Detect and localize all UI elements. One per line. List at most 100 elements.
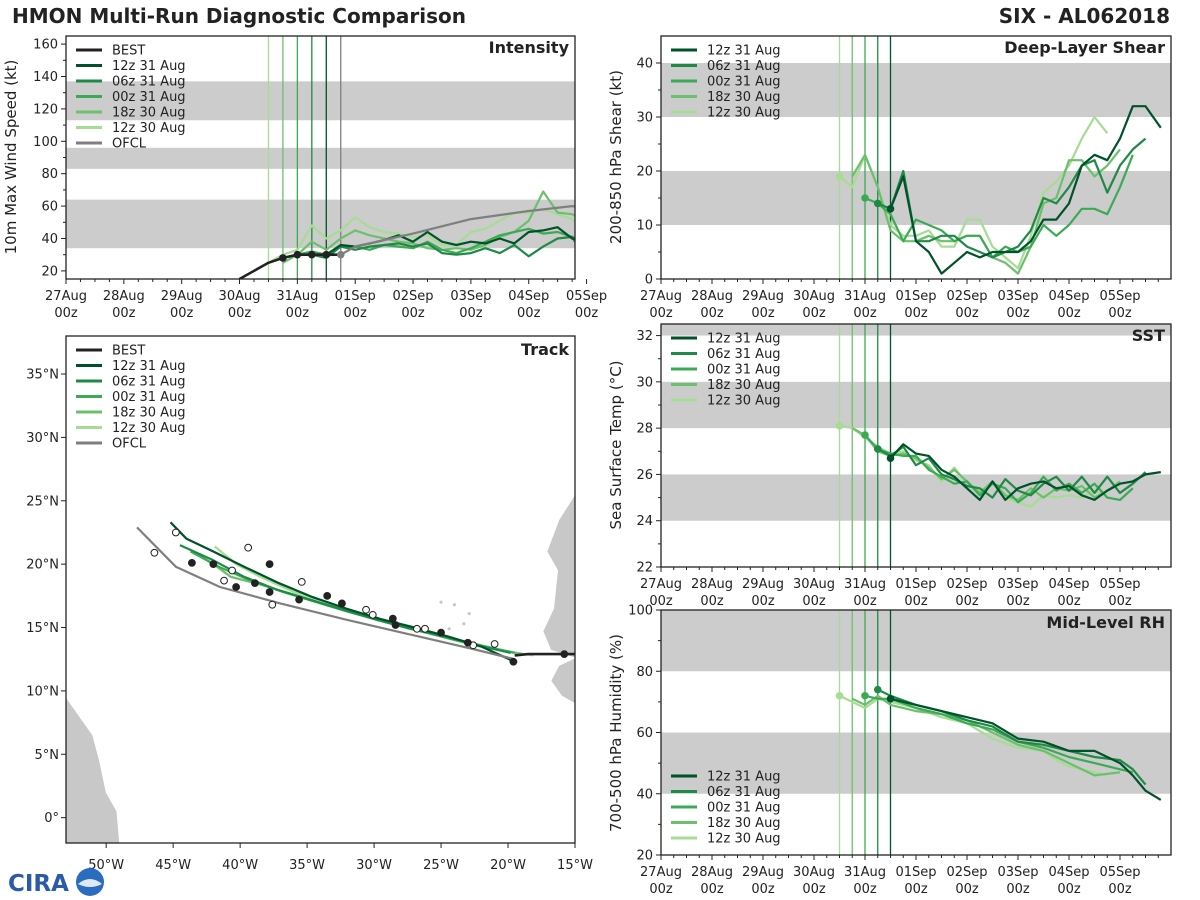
intensity-legend-label-4: 18z 30 Aug <box>112 106 186 121</box>
sst-legend-label-1: 06z 31 Aug <box>707 347 781 362</box>
rh-xtick-sublabel-5: 00z <box>904 882 928 897</box>
intensity-xtick-label-3: 30Aug <box>219 289 261 304</box>
track-marker-24 <box>391 621 400 629</box>
intensity-legend-label-3: 00z 31 Aug <box>112 90 186 105</box>
rh-ylabel: 700-500 hPa Humidity (%) <box>607 634 625 832</box>
rh-xtick-sublabel-3: 00z <box>802 882 826 897</box>
figure-title: HMON Multi-Run Diagnostic Comparison <box>12 4 466 28</box>
track-title: Track <box>521 340 569 359</box>
africa-land-0 <box>542 449 575 659</box>
shear-xtick-label-6: 02Sep <box>946 289 987 304</box>
intensity-xtick-sublabel-3: 00z <box>228 306 252 321</box>
track-xtick-label-1: 45°W <box>155 858 191 873</box>
shear-legend-label-2: 00z 31 Aug <box>707 75 781 90</box>
track-panel: 50°W 45°W 40°W 35°W 30°W 25°W 20°W 15°W 0° 5°N 10°… <box>26 335 593 873</box>
intensity-xtick-sublabel-6: 00z <box>401 306 425 321</box>
track-legend-label-5: 12z 30 Aug <box>112 421 186 436</box>
shear-panel: 0 10 20 30 40 27Aug 00z 28Aug 00z 29Aug 00z 30Aug 00… <box>607 35 1172 321</box>
intensity-band-0 <box>66 199 575 249</box>
track-xtick-label-4: 30°W <box>356 858 392 873</box>
rh-xtick-sublabel-8: 00z <box>1057 882 1081 897</box>
africa-land-1 <box>550 657 575 704</box>
shear-xtick-label-9: 05Sep <box>1099 289 1140 304</box>
shear-series-12z-31-aug <box>889 105 1162 275</box>
sst-plot-area <box>661 324 1171 567</box>
shear-legend-label-4: 12z 30 Aug <box>707 106 781 121</box>
track-ytick-label-1: 5°N <box>35 748 60 763</box>
sst-ytick-label-2: 26 <box>636 468 653 483</box>
shear-xtick-sublabel-1: 00z <box>700 306 724 321</box>
track-marker-21 <box>232 583 241 591</box>
track-legend-label-0: BEST <box>112 344 145 359</box>
intensity-ytick-label-4: 100 <box>33 135 58 150</box>
shear-xtick-sublabel-5: 00z <box>904 306 928 321</box>
rh-xtick-sublabel-6: 00z <box>955 882 979 897</box>
sst-marker-0 <box>835 422 844 430</box>
intensity-xtick-sublabel-0: 00z <box>54 306 78 321</box>
shear-xtick-sublabel-4: 00z <box>853 306 877 321</box>
track-marker-8 <box>323 591 332 600</box>
rh-band-0 <box>661 732 1171 794</box>
track-xtick-label-7: 15°W <box>557 858 593 873</box>
track-marker-11 <box>250 579 259 588</box>
intensity-xtick-sublabel-8: 00z <box>517 306 541 321</box>
sst-xtick-sublabel-1: 00z <box>700 594 724 609</box>
sst-xtick-sublabel-0: 00z <box>649 594 673 609</box>
shear-marker-2 <box>873 199 882 208</box>
sst-legend-label-0: 12z 31 Aug <box>707 332 781 347</box>
track-marker-1 <box>509 657 518 666</box>
rh-title: Mid-Level RH <box>1046 613 1165 632</box>
track-legend-label-4: 18z 30 Aug <box>112 406 186 421</box>
intensity-marker-4 <box>336 250 345 259</box>
track-marker-23 <box>368 610 377 619</box>
sst-xtick-sublabel-8: 00z <box>1057 594 1081 609</box>
sst-ylabel: Sea Surface Temp (°C) <box>607 360 625 529</box>
rh-ytick-label-1: 40 <box>636 787 653 802</box>
sst-marker-2 <box>873 445 882 453</box>
track-legend-label-1: 12z 31 Aug <box>112 359 186 374</box>
track-legend-label-2: 06z 31 Aug <box>112 375 186 390</box>
shear-xtick-label-2: 29Aug <box>742 289 784 304</box>
shear-band-1 <box>661 63 1171 117</box>
rh-marker-3 <box>886 695 895 703</box>
track-legend-label-3: 00z 31 Aug <box>112 390 186 405</box>
intensity-series-06z-31-aug <box>311 235 575 259</box>
rh-ytick-label-4: 100 <box>628 604 653 619</box>
sst-xtick-label-0: 27Aug <box>640 577 682 592</box>
sst-panel: 22 24 26 28 30 32 27Aug 00z 28Aug 00z 29Aug 00z 30Au… <box>607 323 1172 609</box>
track-ytick-label-0: 0° <box>44 811 59 826</box>
track-marker-9 <box>295 595 303 604</box>
shear-xtick-label-5: 01Sep <box>895 289 936 304</box>
intensity-ytick-label-7: 160 <box>33 38 58 53</box>
intensity-xtick-sublabel-7: 00z <box>459 306 483 321</box>
sst-series-12z-31-aug <box>889 443 1161 501</box>
shear-band-0 <box>661 171 1171 225</box>
rh-xtick-label-8: 04Sep <box>1048 865 1089 880</box>
track-series-12z-31-aug <box>169 521 516 663</box>
shear-legend-label-0: 12z 31 Aug <box>707 44 781 59</box>
sst-xtick-label-1: 28Aug <box>691 577 733 592</box>
rh-xtick-sublabel-9: 00z <box>1108 882 1132 897</box>
sst-ytick-label-3: 28 <box>636 422 653 437</box>
intensity-xtick-sublabel-1: 00z <box>112 306 136 321</box>
track-marker-22 <box>220 576 228 585</box>
rh-legend-label-4: 12z 30 Aug <box>707 832 781 847</box>
cira-logo-text: CIRA <box>8 871 69 897</box>
track-ytick-label-5: 25°N <box>26 494 59 509</box>
rh-xtick-label-7: 03Sep <box>997 865 1038 880</box>
track-marker-10 <box>265 588 274 596</box>
shear-xtick-sublabel-2: 00z <box>751 306 775 321</box>
track-axes-frame <box>65 335 576 844</box>
intensity-data-layer <box>66 36 575 279</box>
shear-xtick-sublabel-0: 00z <box>649 306 673 321</box>
rh-xtick-sublabel-4: 00z <box>853 882 877 897</box>
rh-xtick-label-6: 02Sep <box>946 865 987 880</box>
intensity-legend-label-0: BEST <box>112 44 145 59</box>
rh-legend-label-0: 12z 31 Aug <box>707 770 781 785</box>
sst-legend-label-2: 00z 31 Aug <box>707 363 781 378</box>
sst-series-06z-31-aug <box>877 445 1147 499</box>
track-marker-3 <box>437 628 445 637</box>
intensity-ytick-label-1: 40 <box>41 232 58 247</box>
rh-ytick-label-3: 80 <box>636 665 653 680</box>
